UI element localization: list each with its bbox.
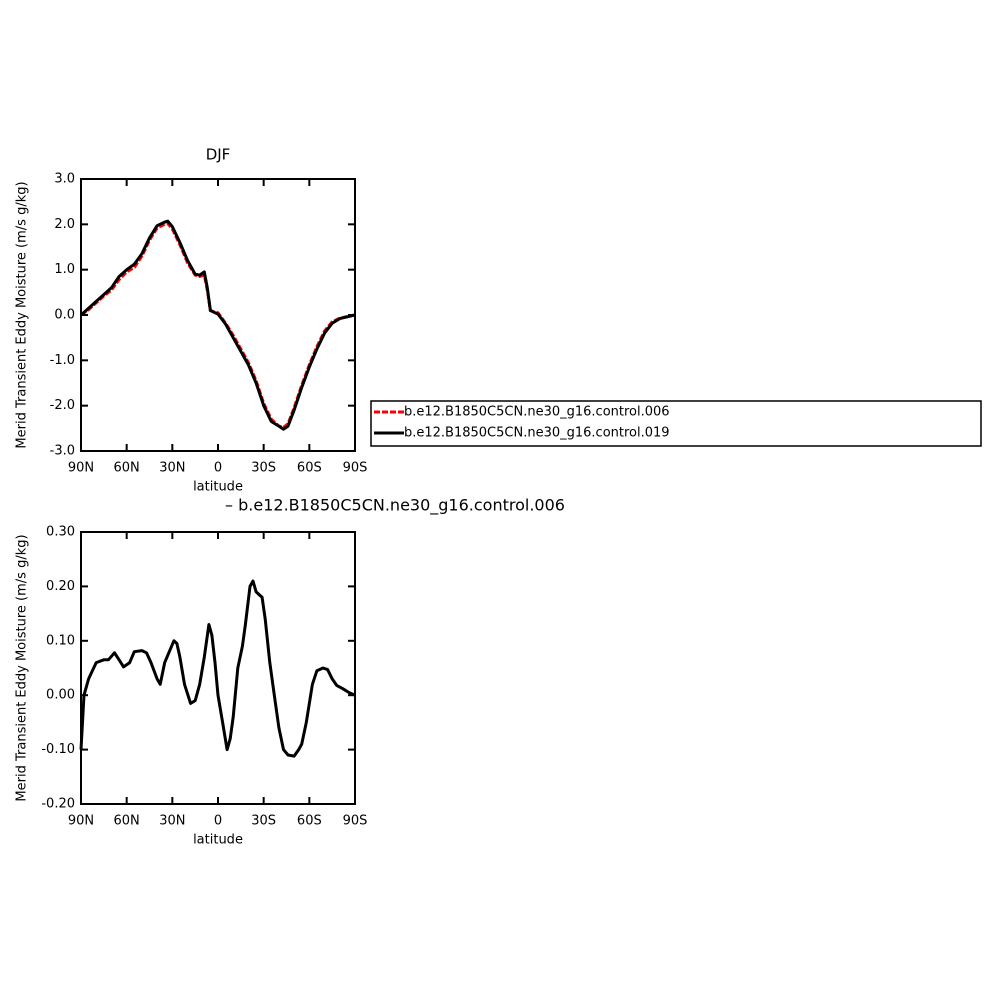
y-tick-label: 0.00 — [46, 688, 75, 703]
legend-label: b.e12.B1850C5CN.ne30_g16.control.006 — [404, 405, 670, 420]
x-tick-label: 90N — [68, 461, 94, 476]
legend-label: b.e12.B1850C5CN.ne30_g16.control.019 — [404, 426, 670, 441]
y-tick-label: 0.10 — [46, 633, 75, 648]
x-tick-label: 60S — [297, 814, 322, 829]
y-tick-label: -0.20 — [41, 797, 75, 812]
x-tick-label: 30N — [159, 814, 185, 829]
y-tick-label: 0.30 — [46, 525, 75, 540]
y-tick-label: -3.0 — [50, 444, 75, 459]
x-tick-label: 90S — [343, 461, 368, 476]
y-tick-label: 0.0 — [54, 308, 75, 323]
x-tick-label: 90S — [343, 814, 368, 829]
x-axis-label: latitude — [193, 480, 243, 495]
x-tick-label: 60N — [114, 461, 140, 476]
chart-title: – b.e12.B1850C5CN.ne30_g16.control.006 — [225, 496, 565, 516]
x-tick-label: 0 — [214, 814, 222, 829]
chart-title: DJF — [206, 146, 231, 164]
x-tick-label: 90N — [68, 814, 94, 829]
x-tick-label: 30N — [159, 461, 185, 476]
y-tick-label: 1.0 — [54, 262, 75, 277]
x-axis-label: latitude — [193, 833, 243, 848]
y-tick-label: 3.0 — [54, 172, 75, 187]
y-tick-label: 0.20 — [46, 579, 75, 594]
x-tick-label: 30S — [251, 461, 276, 476]
data-line — [79, 579, 356, 758]
x-tick-label: 30S — [251, 814, 276, 829]
legend-box — [370, 400, 982, 447]
y-tick-label: 2.0 — [54, 217, 75, 232]
data-line — [80, 221, 356, 429]
y-tick-label: -1.0 — [50, 353, 75, 368]
x-tick-label: 0 — [214, 461, 222, 476]
y-tick-label: -2.0 — [50, 398, 75, 413]
y-axis-label: Merid Transient Eddy Moisture (m/s g/kg) — [15, 181, 30, 448]
y-axis-label: Merid Transient Eddy Moisture (m/s g/kg) — [15, 534, 30, 801]
x-tick-label: 60N — [114, 814, 140, 829]
y-tick-label: -0.10 — [41, 742, 75, 757]
plot-frame — [80, 531, 356, 805]
data-line — [79, 219, 356, 431]
x-tick-label: 60S — [297, 461, 322, 476]
